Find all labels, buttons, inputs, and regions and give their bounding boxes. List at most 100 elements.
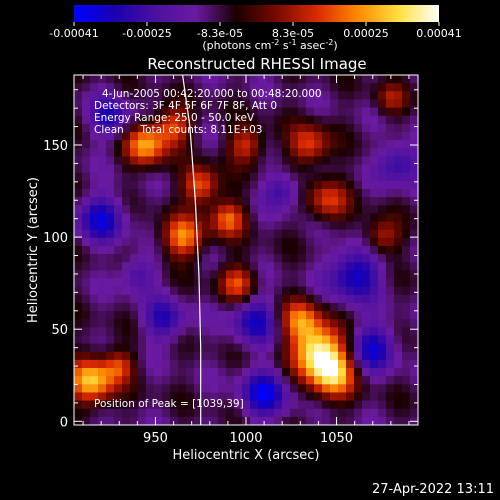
heatmap-cell	[162, 140, 171, 149]
heatmap-cell	[250, 270, 259, 280]
heatmap-cell	[346, 197, 355, 206]
heatmap-cell	[322, 213, 331, 223]
heatmap-cell	[82, 408, 91, 418]
heatmap-cell	[138, 123, 147, 133]
heatmap-cell	[138, 416, 147, 425]
heatmap-cell	[330, 188, 339, 198]
heatmap-cell	[378, 205, 387, 214]
heatmap-cell	[154, 343, 163, 353]
heatmap-cell	[314, 123, 323, 133]
heatmap-cell	[106, 91, 115, 101]
heatmap-cell	[226, 254, 235, 263]
heatmap-cell	[274, 262, 283, 271]
heatmap-cell	[202, 278, 211, 288]
heatmap-cell	[138, 115, 147, 125]
heatmap-cell	[370, 197, 379, 206]
heatmap-cell	[194, 205, 203, 214]
heatmap-cell	[202, 75, 211, 84]
heatmap-cell	[394, 245, 403, 255]
heatmap-cell	[146, 262, 155, 271]
heatmap-cell	[90, 270, 99, 280]
heatmap-cell	[234, 278, 243, 288]
heatmap-cell	[114, 123, 123, 133]
heatmap-cell	[98, 376, 107, 385]
heatmap-cell	[234, 359, 243, 369]
annotation-time: 4-Jun-2005 00:42:20.000 to 00:48:20.000	[102, 88, 322, 100]
heatmap-cell	[90, 376, 99, 385]
heatmap-cell	[394, 286, 403, 296]
heatmap-cell	[338, 319, 347, 328]
heatmap-cell	[410, 172, 418, 182]
heatmap-cell	[114, 270, 123, 280]
heatmap-cell	[362, 229, 371, 239]
heatmap-cell	[90, 115, 99, 125]
heatmap-cell	[266, 392, 275, 402]
heatmap-cell	[274, 205, 283, 214]
heatmap-cell	[370, 221, 379, 231]
heatmap-cell	[98, 213, 107, 223]
heatmap-cell	[122, 205, 131, 214]
heatmap-cell	[346, 180, 355, 190]
heatmap-cell	[250, 148, 259, 157]
heatmap-cell	[386, 392, 395, 402]
heatmap-cell	[378, 335, 387, 345]
heatmap-cell	[218, 286, 227, 296]
heatmap-cell	[338, 245, 347, 255]
heatmap-cell	[130, 148, 139, 157]
heatmap-cell	[346, 270, 355, 280]
heatmap-cell	[402, 302, 411, 312]
heatmap-cell	[130, 376, 139, 385]
heatmap-cell	[250, 123, 259, 133]
heatmap-cell	[354, 229, 363, 239]
heatmap-cell	[218, 205, 227, 214]
heatmap-cell	[330, 319, 339, 328]
heatmap-cell	[386, 156, 395, 166]
heatmap-cell	[354, 237, 363, 247]
heatmap-cell	[82, 254, 91, 263]
heatmap-cell	[122, 99, 131, 109]
heatmap-cell	[186, 359, 195, 369]
heatmap-cell	[138, 351, 147, 361]
heatmap-cell	[210, 221, 219, 231]
heatmap-cell	[362, 359, 371, 369]
heatmap-cell	[410, 164, 418, 174]
heatmap-cell	[130, 180, 139, 190]
heatmap-cell	[74, 156, 83, 166]
heatmap-cell	[338, 221, 347, 231]
heatmap-cell	[218, 343, 227, 353]
heatmap-cell	[370, 91, 379, 101]
heatmap-cell	[90, 213, 99, 223]
heatmap-cell	[354, 335, 363, 345]
heatmap-cell	[258, 107, 267, 117]
heatmap-cell	[146, 416, 155, 425]
heatmap-cell	[298, 400, 307, 410]
heatmap-cell	[306, 294, 315, 304]
heatmap-cell	[154, 392, 163, 402]
heatmap-cell	[226, 91, 235, 101]
heatmap-cell	[114, 294, 123, 304]
heatmap-cell	[98, 408, 107, 418]
heatmap-cell	[138, 99, 147, 109]
heatmap-cell	[266, 107, 275, 117]
heatmap-cell	[314, 172, 323, 182]
heatmap-cell	[178, 213, 187, 223]
heatmap-cell	[170, 359, 179, 369]
heatmap-cell	[314, 83, 323, 92]
heatmap-cell	[306, 131, 315, 141]
heatmap-cell	[178, 416, 187, 425]
heatmap-cell	[74, 197, 83, 206]
heatmap-cell	[314, 384, 323, 394]
heatmap-cell	[402, 123, 411, 133]
heatmap-cell	[130, 416, 139, 425]
heatmap-cell	[386, 115, 395, 125]
heatmap-cell	[170, 319, 179, 328]
heatmap-cell	[370, 294, 379, 304]
heatmap-cell	[402, 99, 411, 109]
heatmap-cell	[90, 343, 99, 353]
heatmap-cell	[386, 359, 395, 369]
heatmap-cell	[242, 140, 251, 149]
heatmap-cell	[234, 294, 243, 304]
heatmap-cell	[202, 197, 211, 206]
heatmap-cell	[306, 302, 315, 312]
heatmap-cell	[226, 172, 235, 182]
